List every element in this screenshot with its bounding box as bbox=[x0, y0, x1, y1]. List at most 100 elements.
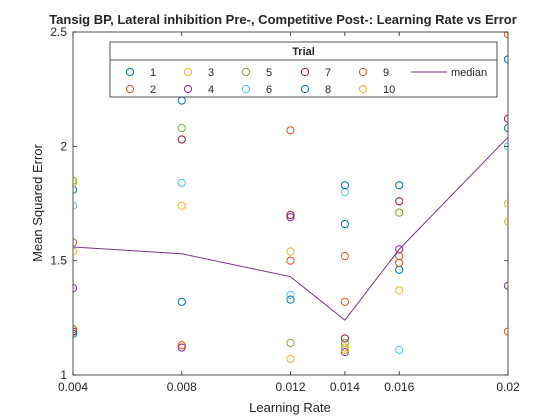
legend-label: 5 bbox=[266, 67, 272, 79]
legend-label: 3 bbox=[208, 67, 214, 79]
x-tick-label: 0.008 bbox=[167, 380, 197, 394]
data-point bbox=[395, 345, 404, 354]
data-point bbox=[395, 208, 404, 217]
data-point bbox=[177, 343, 186, 352]
series-5 bbox=[73, 123, 404, 348]
legend-item-5: 5 bbox=[241, 67, 272, 79]
legend-label: median bbox=[451, 67, 487, 79]
legend-marker bbox=[183, 67, 193, 77]
data-point bbox=[286, 210, 295, 220]
legend-item-7: 7 bbox=[300, 67, 331, 79]
data-marks bbox=[73, 32, 508, 364]
data-point bbox=[340, 343, 349, 352]
data-point bbox=[340, 181, 349, 190]
data-point bbox=[503, 281, 508, 290]
legend-item-9: 9 bbox=[358, 67, 389, 79]
data-point bbox=[177, 135, 186, 144]
legend-label: 6 bbox=[266, 84, 272, 96]
data-point bbox=[73, 325, 78, 334]
legend-item-6: 6 bbox=[241, 84, 272, 96]
legend-marker bbox=[300, 84, 310, 94]
legend-item-8: 8 bbox=[300, 84, 331, 96]
data-point bbox=[286, 354, 295, 364]
data-point bbox=[286, 256, 295, 265]
data-point bbox=[503, 327, 508, 336]
median-line bbox=[73, 136, 508, 321]
y-tick-label: 2 bbox=[60, 139, 67, 153]
x-tick-label: 0.016 bbox=[384, 380, 414, 394]
legend-item-4: 4 bbox=[183, 84, 214, 96]
legend-item-median: median bbox=[411, 67, 487, 79]
data-point bbox=[286, 126, 295, 135]
series-7 bbox=[73, 114, 508, 343]
data-point bbox=[340, 251, 349, 261]
data-point bbox=[286, 295, 295, 304]
data-point bbox=[73, 178, 78, 188]
data-point bbox=[340, 348, 349, 357]
legend-box bbox=[109, 41, 498, 98]
data-point bbox=[503, 217, 508, 226]
chart-title: Tansig BP, Lateral inhibition Pre-, Comp… bbox=[49, 12, 517, 27]
legend: Trial 1 2 3 4 5 6 7 8 9 10 median bbox=[109, 41, 498, 98]
y-tick-label: 1.5 bbox=[50, 254, 67, 268]
data-point bbox=[340, 219, 349, 229]
data-point bbox=[503, 199, 508, 208]
legend-marker bbox=[300, 67, 310, 77]
data-point bbox=[73, 327, 78, 336]
data-point bbox=[395, 286, 404, 295]
legend-item-2: 2 bbox=[125, 84, 156, 96]
data-point bbox=[73, 201, 78, 210]
data-point bbox=[73, 329, 78, 338]
data-point bbox=[340, 334, 349, 343]
legend-marker bbox=[358, 84, 368, 94]
data-point bbox=[286, 338, 295, 348]
legend-marker bbox=[241, 67, 251, 77]
data-point bbox=[286, 247, 295, 256]
x-axis-label: Learning Rate bbox=[249, 400, 331, 415]
series-2 bbox=[73, 32, 508, 268]
axes: 0.004 0.008 0.012 0.014 0.016 0.02 1 1.5 2 2.5 bbox=[50, 25, 520, 394]
data-point bbox=[395, 181, 404, 190]
legend-marker bbox=[125, 67, 135, 77]
legend-label: 4 bbox=[208, 84, 214, 96]
series-9 bbox=[73, 251, 508, 350]
data-point bbox=[73, 176, 78, 185]
legend-item-1: 1 bbox=[125, 67, 156, 79]
data-point bbox=[503, 55, 508, 64]
data-point bbox=[177, 297, 186, 306]
data-point bbox=[503, 32, 508, 39]
data-point bbox=[177, 123, 186, 133]
x-tick-label: 0.012 bbox=[275, 380, 305, 394]
legend-label: 8 bbox=[325, 84, 331, 96]
data-point bbox=[395, 197, 404, 206]
data-point bbox=[340, 297, 349, 306]
data-point bbox=[503, 114, 508, 123]
legend-item-10: 10 bbox=[358, 84, 395, 96]
legend-title: Trial bbox=[292, 46, 315, 58]
series-10 bbox=[73, 199, 508, 364]
legend-marker bbox=[358, 67, 368, 77]
data-point bbox=[73, 247, 78, 256]
legend-item-3: 3 bbox=[183, 67, 214, 79]
legend-label: 9 bbox=[383, 67, 389, 79]
legend-label: 7 bbox=[325, 67, 331, 79]
x-tick-label: 0.02 bbox=[496, 380, 520, 394]
legend-marker bbox=[183, 84, 193, 94]
data-point bbox=[340, 345, 349, 354]
legend-marker bbox=[241, 84, 251, 94]
x-tick-label: 0.004 bbox=[58, 380, 88, 394]
data-point bbox=[177, 201, 186, 210]
legend-label: 10 bbox=[383, 84, 395, 96]
data-point bbox=[177, 341, 186, 350]
data-point bbox=[395, 251, 404, 261]
data-point bbox=[286, 213, 295, 222]
data-point bbox=[177, 178, 186, 188]
legend-marker bbox=[125, 84, 135, 94]
legend-label: 1 bbox=[150, 67, 156, 79]
data-point bbox=[73, 238, 78, 247]
y-axis-label: Mean Squared Error bbox=[30, 143, 45, 261]
y-tick-label: 1 bbox=[60, 368, 67, 382]
x-tick-label: 0.014 bbox=[330, 380, 360, 394]
legend-label: 2 bbox=[150, 84, 156, 96]
